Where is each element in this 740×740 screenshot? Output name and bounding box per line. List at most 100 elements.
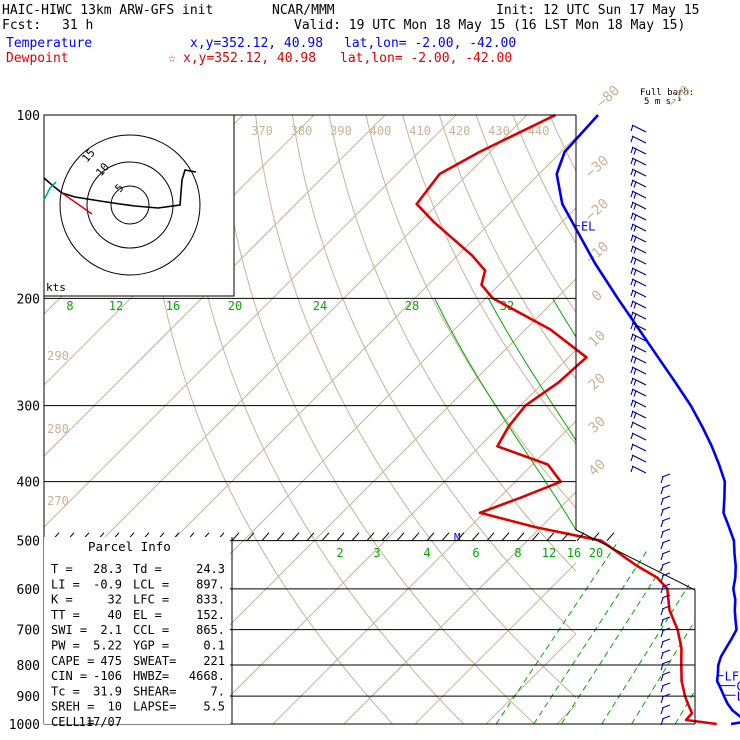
wind-barb-flag [633,203,637,210]
wind-barb-flag [660,575,664,583]
theta-label: 440 [528,124,550,138]
wind-barb-flag [660,586,664,594]
parcel-value: 24.3 [196,562,225,576]
wind-barb [661,528,671,533]
parcel-label: CIN = [51,669,87,683]
wind-barb [631,344,647,353]
wind-barb-flag [630,388,634,396]
wind-barb [661,473,671,478]
profiles: EL LFCCCLLCL M [415,113,740,726]
hatch-mark [321,532,330,542]
wind-barb-flag [633,357,637,364]
hatch-mark [291,532,300,542]
moist-adiabat-label: 20 [228,299,242,313]
melting-level-marker: M [454,531,461,544]
hatch-mark [276,532,285,542]
wind-barb-flag [660,520,664,528]
wind-barb-flag [630,124,634,132]
dry-adiabat-line [402,115,576,445]
isotherm-line [44,115,457,528]
wind-barb-flag [630,190,634,198]
dewpoint-profile [415,113,717,726]
wind-barb [631,289,647,298]
parcel-value: 32 [108,593,122,607]
mixing-ratio-line [560,540,680,724]
wind-barb [631,410,647,419]
dewpoint-legend-label: Dewpoint [6,51,69,66]
wind-barb [661,561,671,566]
wind-barb-flag [660,630,664,638]
wind-barb-flag [633,324,637,331]
hodograph-trace-red [61,192,93,215]
hodograph-trace-low [43,181,57,201]
wind-barb-flag [630,333,634,341]
parcel-value: 152. [196,608,225,622]
parcel-value: 4668. [189,669,225,683]
wind-barb-flag [630,201,634,209]
parcel-value: 865. [196,623,225,637]
wind-barb-flag [630,399,634,407]
hatch-mark [396,532,405,542]
wind-barb [661,638,671,643]
hatch-mark [261,532,270,542]
parcel-label: TT = [51,608,80,622]
pressure-tick-label: 400 [17,476,40,491]
wind-barb [661,682,671,687]
wind-barb [631,366,647,375]
wind-barb [661,495,671,500]
moist-adiabat-label: 8 [66,299,73,313]
parcel-info-title: Parcel Info [88,539,171,554]
hatch-mark [246,532,255,542]
wind-barb [631,223,647,232]
wind-barb [631,432,647,441]
parcel-label: CELL = [51,715,94,729]
wind-barb-flag [630,443,634,451]
parcel-label: YGP = [133,639,169,653]
mixing-ratio-label: 8 [514,546,521,560]
dry-adiabat-line [328,115,576,572]
wind-barb [631,157,647,166]
wind-barb-flag [633,258,637,265]
wind-barb-flag [660,718,664,726]
wind-barb [631,454,647,463]
moist-adiabat-line [434,298,576,532]
hodograph-unit-label: kts [46,281,66,294]
mixing-ratio-label: 3 [373,546,380,560]
hatch-mark [366,532,375,542]
parcel-label: CCL = [133,623,169,637]
wind-barb-flag [630,465,634,473]
wind-barb [631,234,647,243]
parcel-label: SREH = [51,700,94,714]
hatch-mark [471,532,480,542]
parcel-value: 40 [108,608,122,622]
parcel-info-box [44,537,230,724]
hatch-mark [381,532,390,542]
parcel-value: 5.5 [203,700,225,714]
wind-barb-flag [633,379,637,386]
wind-barb [631,465,647,474]
parcel-info: Parcel Info T = 28.3 Td = 24.3 LI = -0.9 LCL = 8… [44,537,230,729]
hatch-mark [336,532,345,542]
theta-label: 400 [370,124,392,138]
isotherm-line [44,115,528,599]
wind-barb-flag [633,313,637,320]
mixing-ratio-line [631,540,695,724]
wind-barb-flag [633,148,637,155]
wind-barb-flag [630,355,634,363]
parcel-label: T = [51,562,73,576]
mixing-ratio-line [495,540,620,724]
fcst-value: 31 h [62,18,93,33]
isotherm-line [201,349,576,724]
hatch-mark [306,532,315,542]
wind-barb [661,605,671,610]
wind-barb-flag [660,652,664,660]
theta-label-left: 270 [47,494,69,508]
pressure-tick-label: 900 [17,690,40,705]
moist-adiabat-label: 24 [313,299,327,313]
parcel-label: SHEAR= [133,684,176,698]
temperature-latlon: lat,lon= -2.00, -42.00 [344,36,516,51]
wind-barb [631,135,647,144]
wind-barb [661,660,671,665]
isotherm-line [414,562,576,724]
